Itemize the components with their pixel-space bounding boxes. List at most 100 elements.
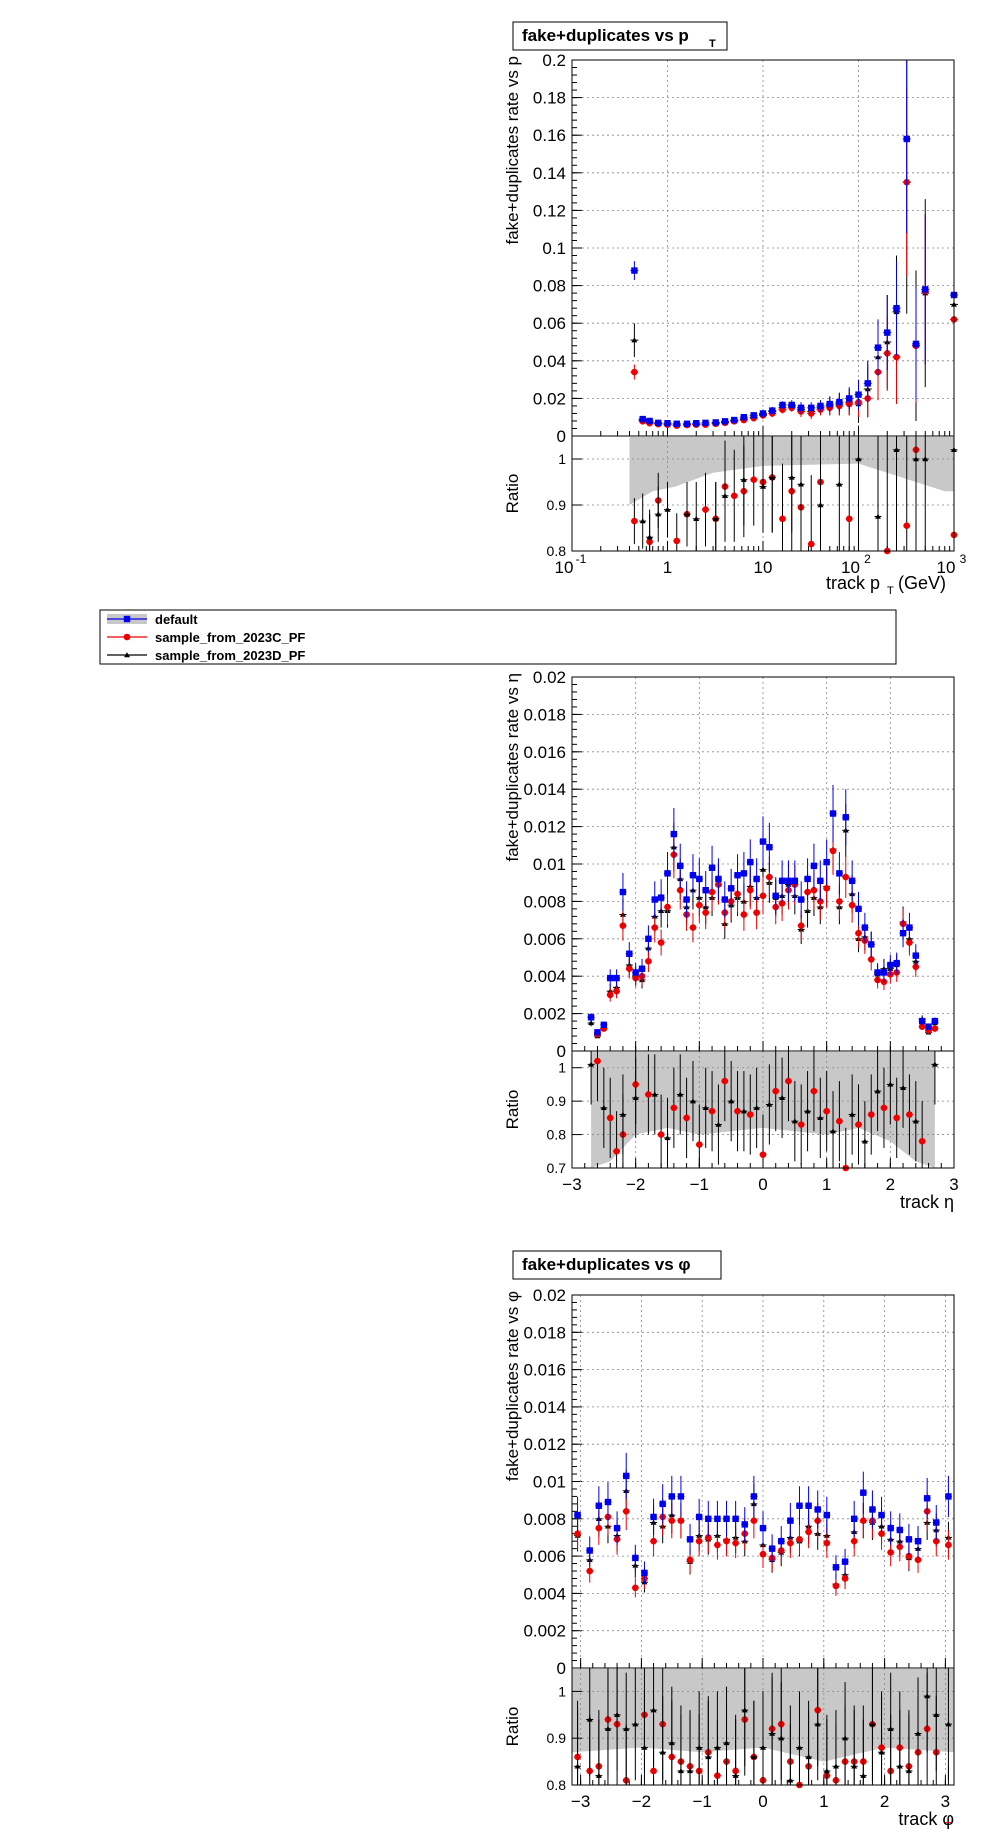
data-point [848, 901, 856, 909]
ratio-y-tick-label: 1 [558, 1683, 566, 1699]
data-point [855, 391, 862, 398]
ratio-point [810, 1087, 818, 1095]
data-point [759, 410, 767, 417]
ratio-point [574, 1763, 581, 1769]
ratio-point [842, 1735, 849, 1741]
data-point [677, 1517, 685, 1524]
ratio-point [845, 515, 853, 523]
data-point [836, 898, 843, 905]
data-point [695, 1537, 703, 1545]
data-point [587, 1014, 595, 1021]
y-tick-label: 0.02 [533, 1286, 566, 1305]
ratio-point [874, 1088, 881, 1094]
data-point [912, 952, 919, 959]
data-point [893, 353, 900, 361]
ratio-point [855, 1121, 862, 1128]
y-tick-label: 0.002 [523, 1005, 566, 1024]
data-point [604, 1498, 612, 1506]
data-point [766, 873, 773, 881]
data-point [855, 929, 862, 937]
ratio-point [874, 513, 881, 519]
ratio-y-tick-label: 0.7 [547, 1160, 567, 1176]
data-point [918, 1017, 926, 1025]
data-point [586, 1567, 594, 1575]
data-point [664, 420, 671, 427]
data-point [832, 1582, 840, 1590]
data-point [595, 1502, 603, 1509]
chart-panel-3: fake+duplicates vs φ 0 0.002 0.004 0.006 0.00… [503, 1250, 955, 1829]
data-point [741, 1521, 748, 1528]
data-point [651, 896, 658, 903]
data-point [785, 877, 792, 885]
ratio-point [586, 1716, 593, 1722]
ratio-point [702, 506, 709, 513]
ratio-point [906, 1111, 913, 1118]
data-point [796, 1536, 803, 1543]
legend-label: sample_from_2023D_PF [155, 648, 305, 663]
ratio-point [860, 1772, 867, 1778]
data-point [631, 368, 638, 376]
ratio-point [869, 1721, 876, 1727]
data-point [933, 1519, 940, 1526]
y-tick-label: 0.008 [523, 892, 566, 911]
ratio-point [887, 1726, 894, 1732]
ratio-point [779, 515, 786, 523]
data-point [753, 909, 760, 916]
ratio-point [613, 1147, 620, 1155]
data-point [650, 1513, 657, 1521]
y-tick-label: 0.14 [533, 164, 566, 183]
data-point [797, 404, 805, 411]
ratio-point [708, 1107, 716, 1115]
x-tick-label: 10 [555, 558, 574, 577]
ratio-y-tick-label: 0.9 [547, 1093, 567, 1109]
data-point [619, 922, 627, 930]
y-tick-label: 0 [557, 1659, 566, 1678]
y-tick-label: 0.008 [523, 1510, 566, 1529]
x-axis-label-subscript: T [887, 585, 894, 597]
x-tick-label: 1 [819, 1792, 828, 1811]
data-point [869, 1506, 876, 1513]
ratio-point [641, 1744, 648, 1750]
legend: default sample_from_2023C_PF sample_from_2… [99, 609, 897, 665]
data-point [766, 843, 773, 851]
data-point [753, 875, 760, 883]
ratio-point [900, 1084, 907, 1090]
ratio-point [696, 1141, 703, 1148]
ratio-point [893, 447, 900, 452]
data-point [639, 415, 646, 423]
data-point [823, 1539, 831, 1547]
data-point [705, 1515, 712, 1522]
y-axis-label: fake+duplicates rate vs p [503, 56, 522, 245]
data-point [632, 1554, 639, 1562]
data-point [836, 398, 843, 406]
ratio-point [650, 1767, 657, 1775]
ratio-point [645, 1091, 652, 1098]
data-point [686, 1536, 694, 1543]
data-point [914, 1556, 922, 1564]
data-point [945, 1493, 952, 1500]
ratio-axis-label: Ratio [503, 1090, 522, 1130]
data-point [787, 1517, 794, 1524]
y-tick-label: 0.012 [523, 1435, 566, 1454]
data-point [740, 870, 748, 877]
ratio-point [619, 1111, 626, 1117]
x-tick-label: 10 [754, 558, 773, 577]
ratio-point [740, 476, 747, 482]
y-tick-label: 0.018 [523, 705, 566, 724]
data-point [759, 892, 767, 900]
data-point [595, 1524, 603, 1532]
ratio-point [714, 1744, 721, 1750]
ratio-point [766, 1101, 773, 1107]
data-point [798, 896, 805, 903]
x-tick-exponent: 3 [960, 552, 967, 566]
y-tick-label: 0.04 [533, 352, 566, 371]
data-point [641, 1569, 648, 1577]
y-tick-label: 0.06 [533, 314, 566, 333]
ratio-point [903, 522, 911, 529]
ratio-point [650, 1707, 657, 1713]
data-point [810, 862, 818, 870]
data-point [613, 1524, 621, 1532]
ratio-point [896, 1763, 903, 1769]
ratio-point [924, 1693, 931, 1699]
data-point [632, 969, 639, 976]
